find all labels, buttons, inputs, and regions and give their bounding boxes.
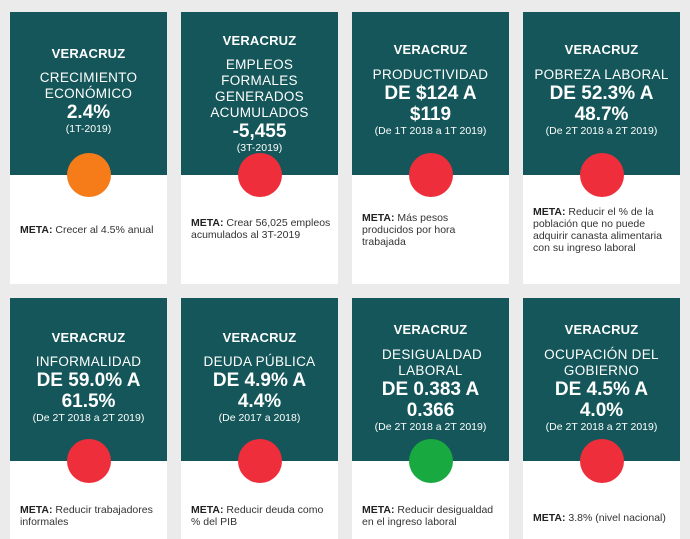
indicator-card-pobreza: VERACRUZ POBREZA LABORAL DE 52.3% A 48.7…: [523, 12, 680, 284]
metric-value: DE 59.0% A 61.5%: [36, 370, 141, 412]
region-label: VERACRUZ: [51, 46, 126, 61]
metric-period: (De 2017 a 2018): [218, 412, 301, 424]
goal-text: META: 3.8% (nivel nacional): [533, 512, 674, 524]
metric-value: DE 4.9% A 4.4%: [212, 370, 307, 412]
goal-value: Reducir deuda como % del PIB: [191, 504, 324, 528]
region-label: VERACRUZ: [564, 42, 639, 57]
metric-name: OCUPACIÓN DEL GOBIERNO: [544, 347, 659, 378]
card-header: VERACRUZ CRECIMIENTO ECONÓMICO 2.4% (1T-…: [10, 12, 167, 175]
indicator-card-productividad: VERACRUZ PRODUCTIVIDAD DE $124 A $119 (D…: [352, 12, 509, 284]
region-label: VERACRUZ: [564, 322, 639, 337]
metric-name: DEUDA PÚBLICA: [203, 354, 316, 369]
goal-text: META: Reducir trabajadores informales: [20, 504, 161, 528]
metric-value: 2.4%: [66, 102, 111, 123]
indicator-card-ocupacion: VERACRUZ OCUPACIÓN DEL GOBIERNO DE 4.5% …: [523, 298, 680, 539]
indicator-card-desigualdad: VERACRUZ DESIGUALDAD LABORAL DE 0.383 A …: [352, 298, 509, 539]
goal-value: 3.8% (nivel nacional): [568, 512, 666, 524]
indicator-card-empleos: VERACRUZ EMPLEOS FORMALES GENERADOS ACUM…: [181, 12, 338, 284]
status-indicator-red: [238, 439, 282, 483]
metric-name: PRODUCTIVIDAD: [372, 67, 489, 82]
metric-name: INFORMALIDAD: [35, 354, 142, 369]
metric-period: (De 2T 2018 a 2T 2019): [545, 421, 658, 433]
status-indicator-red: [580, 153, 624, 197]
card-header: VERACRUZ INFORMALIDAD DE 59.0% A 61.5% (…: [10, 298, 167, 461]
status-indicator-orange: [67, 153, 111, 197]
metric-value: DE 0.383 A 0.366: [381, 379, 480, 421]
goal-value: Reducir desigualdad en el ingreso labora…: [362, 504, 494, 528]
status-indicator-red: [67, 439, 111, 483]
goal-value: Crecer al 4.5% anual: [55, 224, 154, 236]
metric-period: (De 1T 2018 a 1T 2019): [374, 125, 487, 137]
goal-label: META:: [533, 206, 566, 218]
goal-text: META: Reducir deuda como % del PIB: [191, 504, 332, 528]
goal-label: META:: [20, 504, 53, 516]
metric-period: (3T-2019): [236, 142, 283, 154]
metric-value: -5,455: [232, 121, 287, 142]
goal-label: META:: [362, 504, 395, 516]
metric-name: EMPLEOS FORMALES GENERADOS ACUMULADOS: [210, 57, 309, 120]
goal-text: META: Más pesos producidos por hora trab…: [362, 212, 459, 248]
card-header: VERACRUZ OCUPACIÓN DEL GOBIERNO DE 4.5% …: [523, 298, 680, 461]
goal-label: META:: [362, 212, 395, 224]
card-header: VERACRUZ DESIGUALDAD LABORAL DE 0.383 A …: [352, 298, 509, 461]
indicator-card-crecimiento: VERACRUZ CRECIMIENTO ECONÓMICO 2.4% (1T-…: [10, 12, 167, 284]
goal-value: Reducir trabajadores informales: [20, 504, 153, 528]
metric-name: CRECIMIENTO ECONÓMICO: [39, 70, 138, 101]
goal-text: META: Reducir desigualdad en el ingreso …: [362, 504, 503, 528]
goal-label: META:: [20, 224, 53, 236]
metric-period: (De 2T 2018 a 2T 2019): [32, 412, 145, 424]
metric-name: POBREZA LABORAL: [534, 67, 669, 82]
region-label: VERACRUZ: [393, 42, 468, 57]
status-indicator-green: [409, 439, 453, 483]
region-label: VERACRUZ: [51, 330, 126, 345]
region-label: VERACRUZ: [222, 330, 297, 345]
goal-text: META: Crear 56,025 empleos acumulados al…: [191, 217, 332, 241]
metric-value: DE $124 A $119: [384, 83, 477, 125]
metric-value: DE 4.5% A 4.0%: [554, 379, 649, 421]
status-indicator-red: [580, 439, 624, 483]
region-label: VERACRUZ: [222, 33, 297, 48]
metric-period: (De 2T 2018 a 2T 2019): [374, 421, 487, 433]
status-indicator-red: [238, 153, 282, 197]
goal-label: META:: [191, 504, 224, 516]
metric-value: DE 52.3% A 48.7%: [549, 83, 654, 125]
metric-period: (1T-2019): [65, 123, 112, 135]
card-header: VERACRUZ EMPLEOS FORMALES GENERADOS ACUM…: [181, 12, 338, 175]
region-label: VERACRUZ: [393, 322, 468, 337]
indicator-card-informalidad: VERACRUZ INFORMALIDAD DE 59.0% A 61.5% (…: [10, 298, 167, 539]
goal-value: Crear 56,025 empleos acumulados al 3T-20…: [191, 217, 331, 241]
metric-period: (De 2T 2018 a 2T 2019): [545, 125, 658, 137]
card-header: VERACRUZ PRODUCTIVIDAD DE $124 A $119 (D…: [352, 12, 509, 175]
goal-value: Más pesos producidos por hora trabajada: [362, 212, 456, 248]
status-indicator-red: [409, 153, 453, 197]
goal-text: META: Crecer al 4.5% anual: [20, 224, 161, 236]
indicator-card-deuda: VERACRUZ DEUDA PÚBLICA DE 4.9% A 4.4% (D…: [181, 298, 338, 539]
card-header: VERACRUZ DEUDA PÚBLICA DE 4.9% A 4.4% (D…: [181, 298, 338, 461]
goal-text: META: Reducir el % de la población que n…: [533, 206, 674, 254]
goal-label: META:: [533, 512, 566, 524]
card-header: VERACRUZ POBREZA LABORAL DE 52.3% A 48.7…: [523, 12, 680, 175]
metric-name: DESIGUALDAD LABORAL: [382, 347, 483, 378]
goal-label: META:: [191, 217, 224, 229]
goal-value: Reducir el % de la población que no pued…: [533, 206, 662, 254]
